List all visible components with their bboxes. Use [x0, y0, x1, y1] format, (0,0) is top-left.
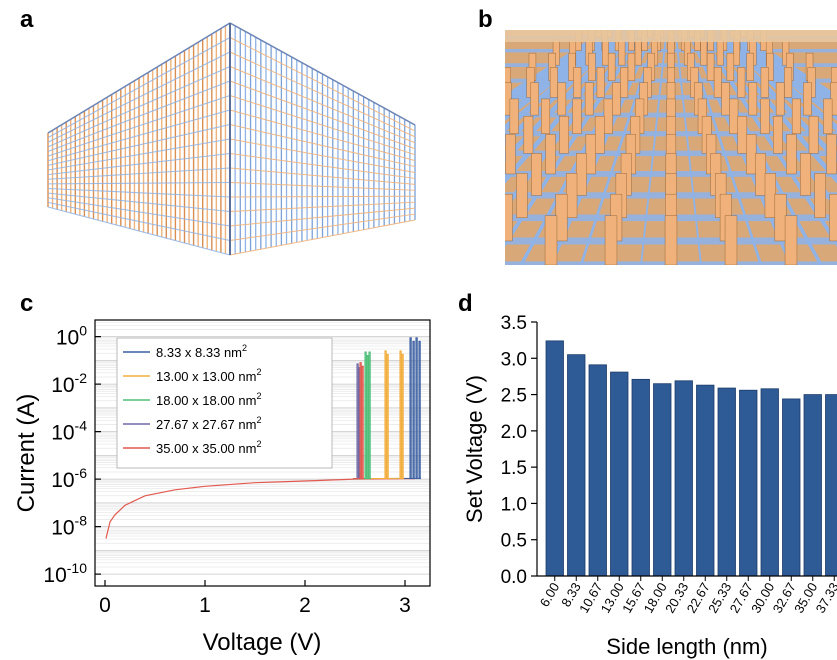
iv-switching-spike — [386, 353, 389, 480]
array-right-face — [229, 22, 416, 256]
iv-switching-spike — [361, 365, 364, 480]
panel-label-a: a — [20, 6, 34, 33]
iv-y-axis-label: Current (A) — [13, 394, 40, 513]
crossbar-closeup-render — [505, 30, 837, 265]
crossbar-array-render — [47, 22, 416, 256]
set-voltage-x-tick-label: 6.00 — [537, 580, 563, 609]
set-voltage-ticks: 0.00.51.01.52.02.53.03.56.008.3310.6713.… — [501, 313, 837, 616]
iv-series — [352, 350, 405, 480]
array-left-face — [47, 22, 231, 256]
set-voltage-y-tick-label: 0.5 — [501, 531, 527, 552]
iv-switching-spike — [384, 350, 387, 480]
set-voltage-y-axis-label: Set Voltage (V) — [462, 375, 487, 523]
iv-legend-label: 35.00 x 35.00 nm2 — [156, 439, 261, 456]
iv-y-tick-label: 10-10 — [43, 560, 87, 587]
iv-switching-spike — [401, 353, 404, 480]
iv-legend-label: 18.00 x 18.00 nm2 — [156, 391, 261, 408]
iv-plot-frame — [94, 319, 431, 587]
set-voltage-bar — [610, 371, 629, 577]
iv-series-group — [105, 337, 422, 539]
iv-series — [352, 351, 372, 480]
closeup-pillars — [505, 30, 837, 265]
iv-legend-label: 8.33 x 8.33 nm2 — [156, 343, 247, 360]
set-voltage-chart: 0.00.51.01.52.02.53.03.56.008.3310.6713.… — [462, 313, 837, 659]
iv-switching-spike — [356, 363, 359, 480]
array-top-edge — [47, 22, 416, 255]
iv-y-tick-label: 10-2 — [51, 370, 87, 397]
iv-x-tick-label: 0 — [99, 594, 111, 617]
set-voltage-y-tick-label: 1.5 — [501, 458, 527, 479]
iv-switching-spike — [399, 350, 402, 480]
set-voltage-bar — [696, 384, 715, 577]
set-voltage-bar — [588, 364, 607, 577]
set-voltage-bar — [653, 383, 672, 577]
set-voltage-bar — [674, 380, 693, 577]
iv-ticks: 0 1 2 3 100 10-2 10-4 10-6 10-8 10-10 — [43, 323, 410, 617]
set-voltage-bar — [739, 389, 758, 577]
iv-legend-label: 13.00 x 13.00 nm2 — [156, 367, 261, 384]
iv-x-axis-label: Voltage (V) — [203, 629, 322, 656]
set-voltage-y-tick-label: 3.5 — [501, 313, 527, 334]
iv-x-tick-label: 2 — [299, 594, 311, 617]
iv-y-tick-label: 10-6 — [51, 465, 87, 492]
iv-switching-spike — [359, 362, 362, 480]
set-voltage-y-tick-label: 2.0 — [501, 422, 527, 443]
set-voltage-bar — [760, 388, 779, 577]
set-voltage-y-tick-label: 0.0 — [501, 567, 527, 588]
set-voltage-bars — [545, 340, 837, 577]
panel-label-b: b — [478, 6, 493, 33]
iv-y-tick-label: 100 — [56, 323, 87, 350]
iv-switching-spike — [415, 337, 418, 480]
iv-switching-spike — [366, 355, 369, 480]
iv-switching-spike — [364, 351, 367, 480]
iv-switching-spike — [409, 337, 412, 480]
set-voltage-bar — [782, 398, 801, 577]
set-voltage-y-tick-label: 3.0 — [501, 349, 527, 370]
iv-x-tick-label: 1 — [199, 594, 211, 617]
iv-series — [352, 362, 365, 480]
iv-legend: 8.33 x 8.33 nm2 13.00 x 13.00 nm2 18.00 x … — [116, 337, 333, 469]
set-voltage-x-axis-label: Side length (nm) — [606, 634, 767, 659]
iv-legend-label: 27.67 x 27.67 nm2 — [156, 415, 261, 432]
iv-x-tick-label: 3 — [399, 594, 411, 617]
iv-chart: 0 1 2 3 100 10-2 10-4 10-6 10-8 10-10 8.33 x 8.33… — [13, 319, 431, 656]
iv-switching-spike — [418, 340, 421, 480]
iv-switching-spike — [412, 340, 415, 480]
set-voltage-bar — [545, 340, 564, 577]
panel-label-c: c — [20, 290, 34, 317]
set-voltage-bar — [803, 394, 822, 577]
iv-switching-spike — [368, 351, 371, 480]
set-voltage-bar — [825, 394, 837, 577]
set-voltage-bar — [717, 387, 736, 577]
panel-label-d: d — [458, 290, 473, 317]
iv-baseline-curve — [105, 478, 416, 539]
set-voltage-y-tick-label: 1.0 — [501, 494, 527, 515]
iv-y-tick-label: 10-8 — [51, 513, 87, 540]
iv-y-tick-label: 10-4 — [51, 418, 87, 445]
set-voltage-y-tick-label: 2.5 — [501, 386, 527, 407]
set-voltage-bar — [631, 378, 650, 577]
iv-legend-box — [116, 337, 333, 469]
set-voltage-bar — [567, 354, 586, 577]
